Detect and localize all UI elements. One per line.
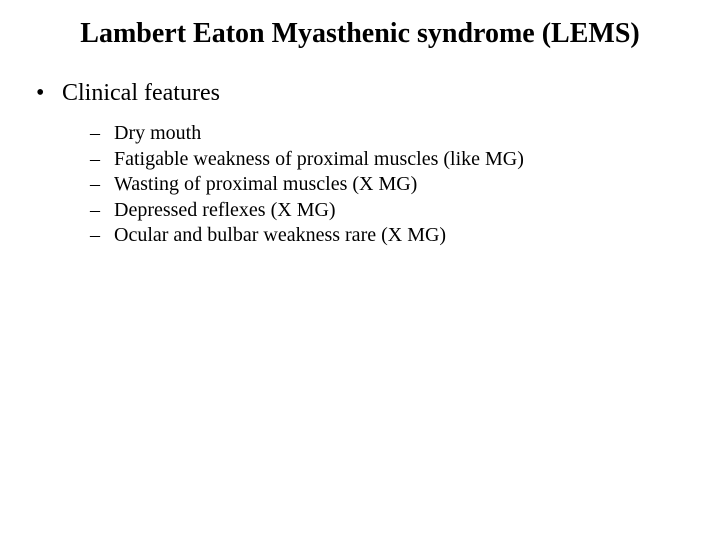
list-item-label: Fatigable weakness of proximal muscles (…: [114, 147, 524, 173]
list-item: – Ocular and bulbar weakness rare (X MG): [90, 223, 524, 249]
list-item-label: Wasting of proximal muscles (X MG): [114, 172, 417, 198]
list-item: – Fatigable weakness of proximal muscles…: [90, 147, 524, 173]
list-item-label: Clinical features: [62, 80, 220, 107]
dash-icon: –: [90, 121, 114, 147]
slide: { "title": "Lambert Eaton Myasthenic syn…: [0, 0, 720, 540]
list-item: • Clinical features: [36, 80, 524, 107]
dash-icon: –: [90, 172, 114, 198]
list-item: – Depressed reflexes (X MG): [90, 198, 524, 224]
list-item-label: Ocular and bulbar weakness rare (X MG): [114, 223, 446, 249]
list-item: – Dry mouth: [90, 121, 524, 147]
dash-icon: –: [90, 147, 114, 173]
sub-list: – Dry mouth – Fatigable weakness of prox…: [90, 121, 524, 249]
list-item-label: Depressed reflexes (X MG): [114, 198, 336, 224]
dash-icon: –: [90, 198, 114, 224]
bullet-icon: •: [36, 80, 62, 107]
list-item-label: Dry mouth: [114, 121, 201, 147]
content-area: • Clinical features – Dry mouth – Fatiga…: [36, 80, 524, 249]
dash-icon: –: [90, 223, 114, 249]
list-item: – Wasting of proximal muscles (X MG): [90, 172, 524, 198]
slide-title: Lambert Eaton Myasthenic syndrome (LEMS): [0, 18, 720, 50]
